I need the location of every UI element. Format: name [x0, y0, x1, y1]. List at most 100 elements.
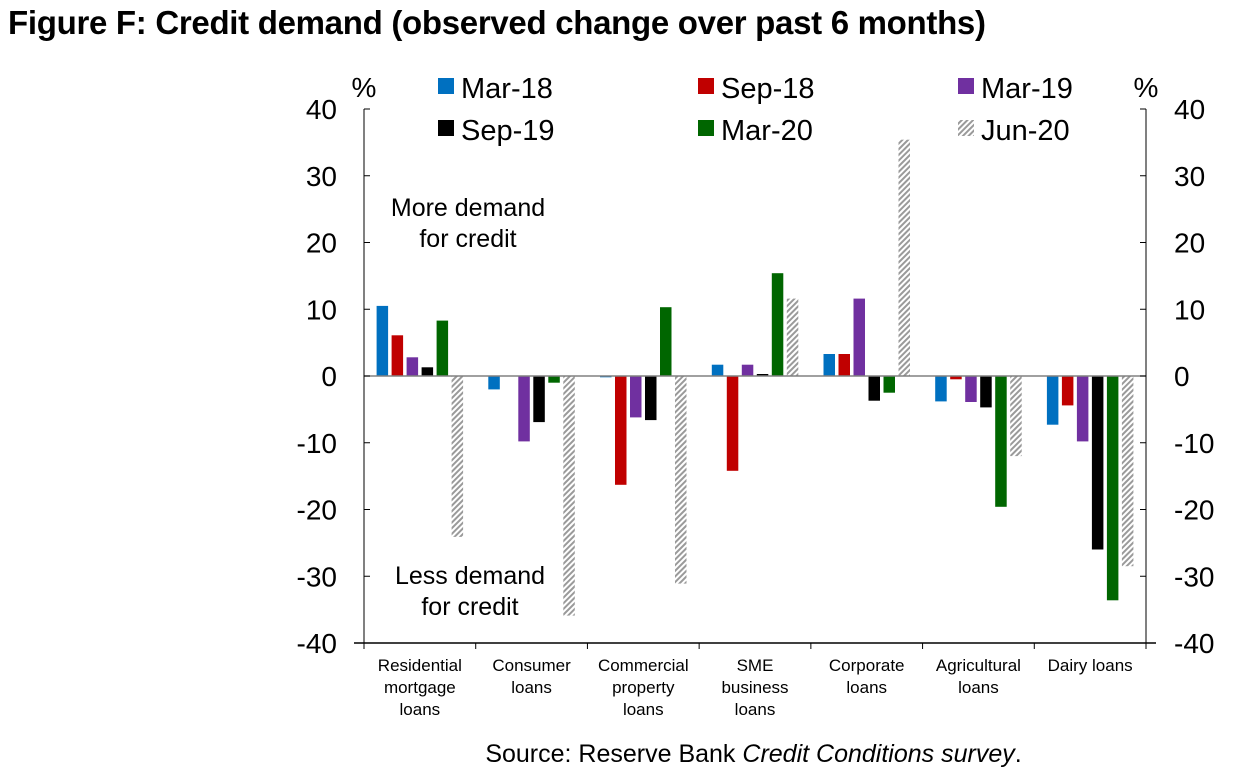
category-label-line: loans	[623, 700, 664, 719]
source-survey-name: Credit Conditions survey	[742, 740, 1015, 768]
bar-sep-19-0	[421, 367, 434, 376]
bar-mar-18-1	[488, 376, 500, 390]
annotation-line: More demand	[391, 194, 545, 222]
bar-sep-18-3	[726, 376, 739, 471]
legend-label-sep-18: Sep-18	[721, 73, 815, 105]
right-tick-label: -30	[1174, 561, 1214, 592]
category-label-line: property	[612, 678, 675, 697]
bar-sep-18-4	[838, 354, 850, 376]
bar-sep-18-2	[615, 376, 627, 485]
bar-mar-20-1	[548, 376, 560, 383]
left-tick-label: 10	[306, 294, 337, 325]
bar-jun-20-6	[1121, 376, 1134, 567]
right-tick-label: -20	[1174, 495, 1214, 526]
legend-label-mar-20: Mar-20	[721, 115, 813, 147]
bar-sep-18-0	[391, 335, 404, 376]
category-label: Consumer loans	[492, 656, 571, 697]
chart-title: Figure F: Credit demand (observed change…	[8, 4, 986, 41]
category-label: Commercial property loans	[598, 656, 689, 719]
left-tick-label: -20	[297, 495, 337, 526]
bar-mar-19-1	[518, 376, 530, 442]
left-tick-label: -10	[297, 428, 337, 459]
bar-jun-20-4	[898, 139, 910, 376]
legend-label-sep-19: Sep-19	[461, 115, 555, 147]
bar-mar-19-2	[630, 376, 642, 418]
bars-layer	[376, 139, 1134, 616]
category-label-line: loans	[511, 678, 552, 697]
bar-jun-20-0	[451, 376, 464, 537]
category-label-line: Residential	[378, 656, 462, 675]
category-label-line: Dairy loans	[1048, 656, 1133, 675]
category-label: SME business loans	[721, 656, 788, 719]
left-axis-unit: %	[352, 72, 377, 103]
bar-sep-18-5	[950, 376, 962, 380]
source-suffix: .	[1014, 740, 1022, 768]
legend-swatch-mar-20	[698, 120, 714, 136]
less-demand-annotation: Less demand for credit	[395, 562, 545, 621]
bar-sep-19-5	[980, 376, 992, 408]
bar-sep-19-3	[756, 374, 769, 376]
bar-mar-19-6	[1076, 376, 1089, 442]
bar-mar-18-3	[711, 364, 724, 376]
left-tick-label: 20	[306, 228, 337, 259]
bar-chart: 40 40 30 30 20 20 10 10 0 0 -10 -10 -20 -20 -30 -30 -40 -…	[297, 72, 1215, 719]
bar-mar-19-4	[853, 298, 865, 376]
annotation-line: Less demand	[395, 562, 545, 590]
category-label: Agricultural loans	[936, 656, 1021, 697]
bar-mar-19-0	[406, 357, 419, 376]
category-label-line: Corporate	[829, 656, 905, 675]
axes-layer: 40 40 30 30 20 20 10 10 0 0 -10 -10 -20 -20 -30 -30 -40 -…	[297, 72, 1215, 719]
legend-label-jun-20: Jun-20	[981, 115, 1070, 147]
category-label: Residential mortgage loans	[378, 656, 462, 719]
category-label-line: Commercial	[598, 656, 689, 675]
bar-mar-19-3	[741, 364, 754, 376]
bar-mar-20-3	[771, 273, 784, 376]
legend-swatch-mar-18	[438, 78, 454, 94]
category-label-line: business	[721, 678, 788, 697]
legend-label-mar-19: Mar-19	[981, 73, 1073, 105]
bar-jun-20-3	[786, 298, 799, 376]
bar-mar-20-5	[995, 376, 1007, 507]
bar-sep-19-6	[1091, 376, 1104, 550]
bar-mar-18-4	[823, 354, 835, 376]
category-label-line: loans	[400, 700, 441, 719]
bar-mar-19-5	[965, 376, 977, 402]
bar-mar-18-5	[935, 376, 947, 402]
category-label-line: SME	[737, 656, 774, 675]
left-tick-label: -30	[297, 561, 337, 592]
bar-sep-19-2	[645, 376, 657, 421]
right-tick-label: 30	[1174, 161, 1205, 192]
bar-sep-18-6	[1061, 376, 1074, 406]
source-prefix: Source: Reserve Bank	[485, 740, 743, 768]
right-axis-unit: %	[1134, 72, 1159, 103]
legend-swatch-jun-20	[958, 120, 974, 136]
bar-mar-20-2	[660, 307, 672, 376]
bar-mar-20-4	[883, 376, 895, 393]
category-label: Dairy loans	[1048, 656, 1133, 675]
annotations-layer: More demand for credit Less demand for cred…	[391, 194, 545, 621]
left-tick-label: 30	[306, 161, 337, 192]
category-label-line: loans	[846, 678, 887, 697]
bar-jun-20-2	[675, 376, 687, 584]
bar-mar-20-6	[1106, 376, 1119, 601]
right-tick-label: -40	[1174, 628, 1214, 659]
annotation-line: for credit	[421, 593, 518, 621]
left-tick-label: -40	[297, 628, 337, 659]
left-tick-label: 40	[306, 94, 337, 125]
legend-swatch-sep-19	[438, 120, 454, 136]
category-label-line: loans	[735, 700, 776, 719]
bar-sep-19-1	[533, 376, 545, 423]
legend-swatch-sep-18	[698, 78, 714, 94]
legend: Mar-18 Sep-18 Mar-19 Sep-19 Mar-20 Jun-20	[438, 73, 1073, 147]
bar-mar-18-0	[376, 305, 389, 376]
source-note: Source: Reserve Bank Credit Conditions s…	[0, 740, 1237, 769]
category-label-line: Consumer	[492, 656, 571, 675]
bar-jun-20-1	[563, 376, 575, 616]
right-tick-label: 0	[1174, 361, 1190, 392]
right-tick-label: -10	[1174, 428, 1214, 459]
left-tick-label: 0	[321, 361, 337, 392]
legend-swatch-mar-19	[958, 78, 974, 94]
bar-sep-19-4	[868, 376, 880, 401]
category-label-line: loans	[958, 678, 999, 697]
category-label-line: mortgage	[384, 678, 456, 697]
